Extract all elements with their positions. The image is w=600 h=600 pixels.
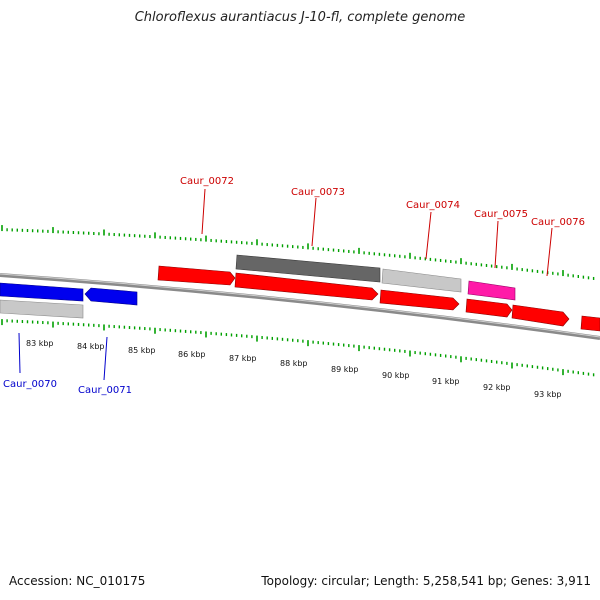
scale-label: 85 kbp [128,346,156,355]
scale-label: 86 kbp [178,350,206,359]
map-title: Chloroflexus aurantiacus J-10-fl, comple… [134,10,466,25]
gene-feature[interactable] [580,315,600,332]
genome-summary-text: Topology: circular; Length: 5,258,541 bp… [261,574,591,588]
gene-label-leader [494,220,499,269]
genome-backbone [0,273,600,340]
gene-label[interactable]: Caur_0071 [78,385,132,396]
gene-label-leader [201,188,206,235]
gene-label-leader [425,211,432,260]
gene-feature[interactable] [465,298,513,318]
rna-feature[interactable] [467,280,516,301]
unannotated-feature[interactable] [235,254,381,283]
gene-label-leader [546,227,553,277]
gene-label-leader [311,197,317,247]
unannotated-feature[interactable] [0,299,84,319]
genome-backbone-highlight [0,273,600,338]
scale-label: 87 kbp [229,354,257,363]
gene-label[interactable]: Caur_0074 [406,200,460,211]
scale-label: 88 kbp [280,359,308,368]
gene-feature[interactable] [84,287,138,306]
gene-feature[interactable] [157,265,236,286]
gene-label[interactable]: Caur_0070 [3,379,57,390]
gene-label[interactable]: Caur_0076 [531,217,585,228]
inner-tick-track [1,319,595,377]
scale-label: 89 kbp [331,365,359,374]
scale-label: 91 kbp [432,377,460,386]
gene-label[interactable]: Caur_0072 [180,176,234,187]
scale-label: 92 kbp [483,383,511,392]
gene-feature[interactable] [379,289,460,311]
scale-label: 84 kbp [77,342,105,351]
gene-feature[interactable] [511,304,570,327]
scale-label: 83 kbp [26,339,54,348]
gene-label[interactable]: Caur_0075 [474,209,528,220]
unannotated-feature[interactable] [381,268,462,293]
gene-feature[interactable] [234,272,379,301]
gene-label-leader [103,336,108,381]
gene-label-leader [18,332,21,374]
gene-feature[interactable] [0,282,84,302]
scale-label: 90 kbp [382,371,410,380]
scale-label: 93 kbp [534,390,562,399]
outer-tick-track [1,225,595,280]
gene-label[interactable]: Caur_0073 [291,187,345,198]
accession-text: Accession: NC_010175 [9,574,146,588]
